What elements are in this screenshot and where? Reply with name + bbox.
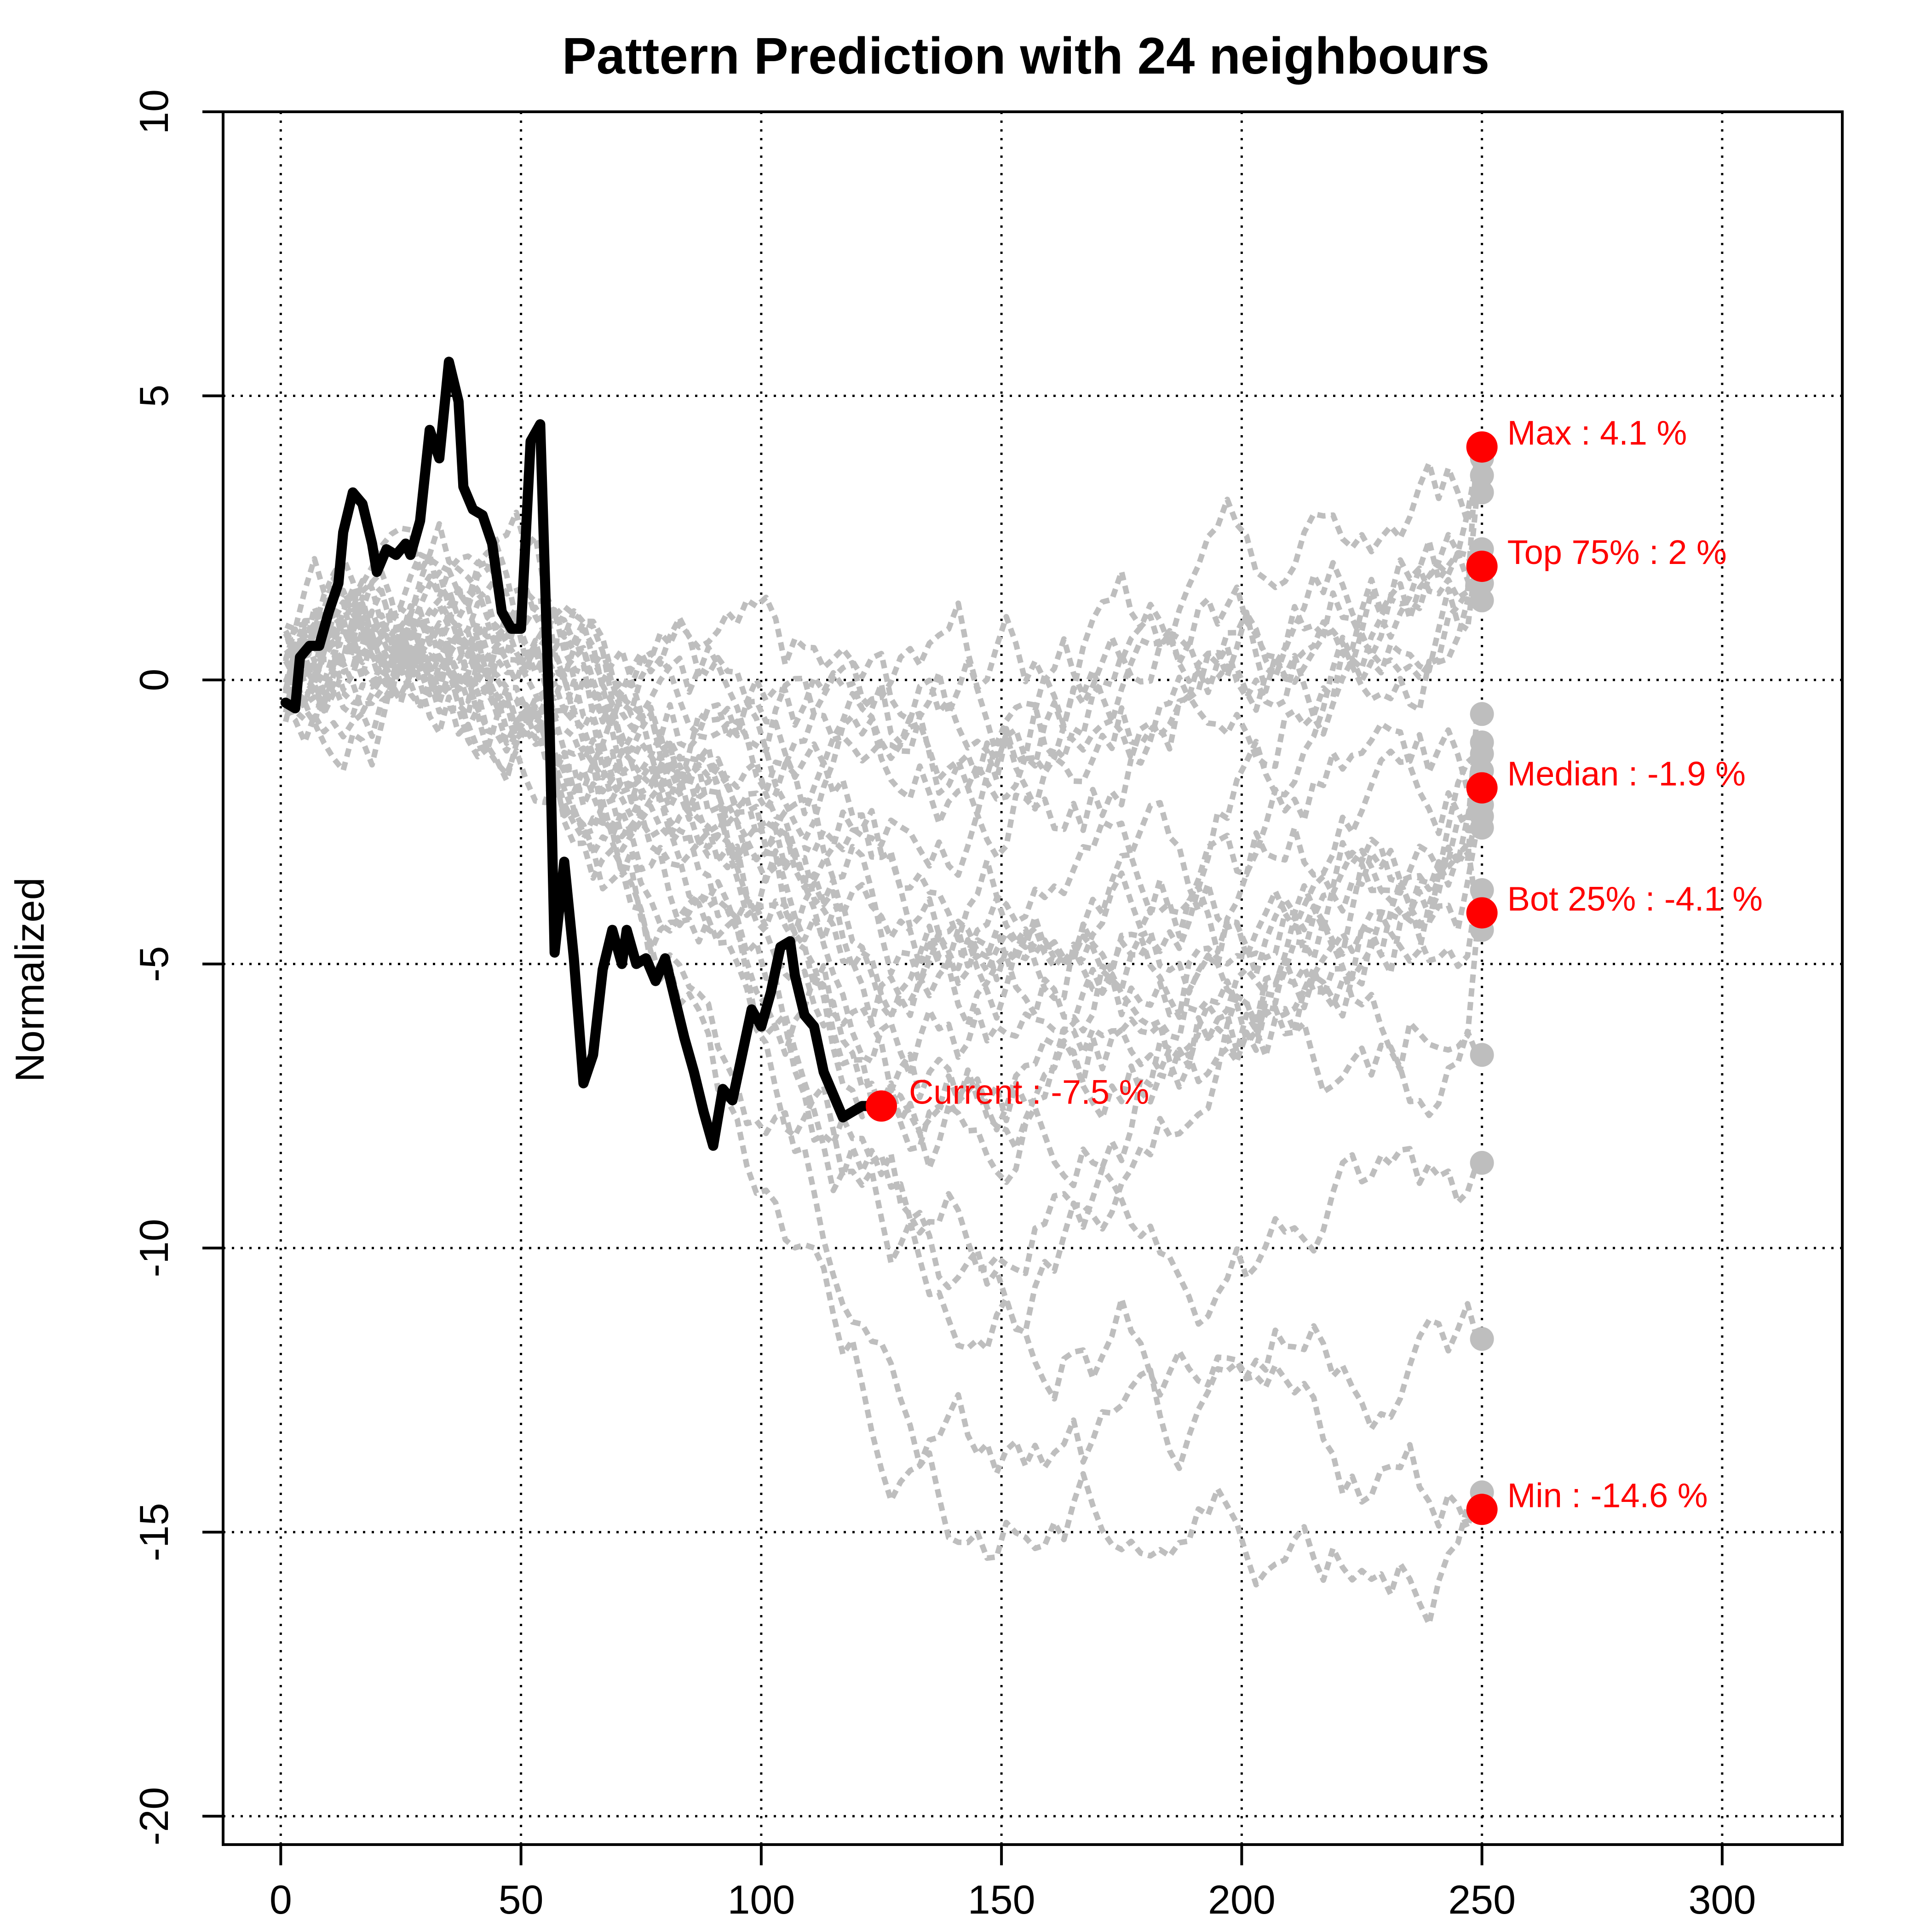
summary-marker [1466,772,1498,804]
neighbour-line [283,551,1480,986]
summary-label: Bot 25% : -4.1 % [1507,880,1763,918]
neighbour-line [282,509,1480,769]
neighbour-line [282,460,1480,859]
neighbour-line [283,587,1480,1189]
neighbour-end-point [1470,1043,1494,1067]
neighbour-end-point [1470,588,1494,613]
summary-markers: Current : -7.5 % Max : 4.1 % Top 75% : 2 %… [865,414,1763,1525]
y-tick-label: -10 [131,1219,177,1277]
neighbour-line [282,587,1480,1041]
neighbour-line [284,538,1480,833]
x-tick-label: 100 [727,1877,795,1922]
neighbour-end-point [1470,730,1494,754]
x-tick-label: 0 [270,1877,292,1922]
neighbour-line [285,636,1480,1033]
neighbour-line [284,574,1479,1020]
x-tick-label: 150 [968,1877,1035,1922]
neighbour-end-point [1470,1150,1494,1175]
summary-label: Top 75% : 2 % [1507,533,1727,571]
neighbour-end-point [1470,463,1494,488]
summary-label: Max : 4.1 % [1507,414,1687,452]
summary-label: Median : -1.9 % [1507,755,1746,793]
current-point-label: Current : -7.5 % [909,1073,1149,1111]
y-tick-label: 10 [131,89,177,134]
y-tick-label: 0 [131,669,177,691]
x-tick-label: 250 [1448,1877,1516,1922]
x-tick-label: 200 [1208,1877,1276,1922]
neighbour-line [282,569,1480,1352]
plot-frame [222,110,1844,1846]
neighbour-end-point [1470,878,1494,903]
x-tick-label: 300 [1688,1877,1756,1922]
current-point-marker [865,1090,897,1122]
neighbour-line [283,521,1480,820]
summary-marker [1466,1494,1498,1525]
summary-marker [1466,897,1498,929]
current-series [280,356,872,1151]
x-tick-label: 50 [499,1877,544,1922]
neighbour-line [283,621,1480,1151]
neighbour-end-point [1470,702,1494,726]
neighbour-line [285,549,1480,1026]
neighbour-line [283,636,1478,1627]
current-line [280,356,872,1151]
neighbour-line [285,543,1480,943]
y-tick-label: -20 [131,1787,177,1846]
summary-label: Min : -14.6 % [1507,1476,1708,1514]
y-tick-label: 5 [131,385,177,407]
grid-lines [223,110,1842,1845]
neighbour-end-point [1470,1327,1494,1351]
y-axis-label: Normalized [7,877,52,1082]
chart-title: Pattern Prediction with 24 neighbours [562,27,1489,85]
summary-marker [1466,551,1498,582]
neighbour-line [284,556,1480,1118]
neighbour-series [282,447,1480,1627]
summary-marker [1466,431,1498,463]
neighbour-end-point [1470,480,1494,505]
y-tick-label: -5 [131,946,177,982]
neighbour-line [283,554,1480,1021]
neighbour-end-point [1470,816,1494,840]
y-tick-label: -15 [131,1503,177,1561]
